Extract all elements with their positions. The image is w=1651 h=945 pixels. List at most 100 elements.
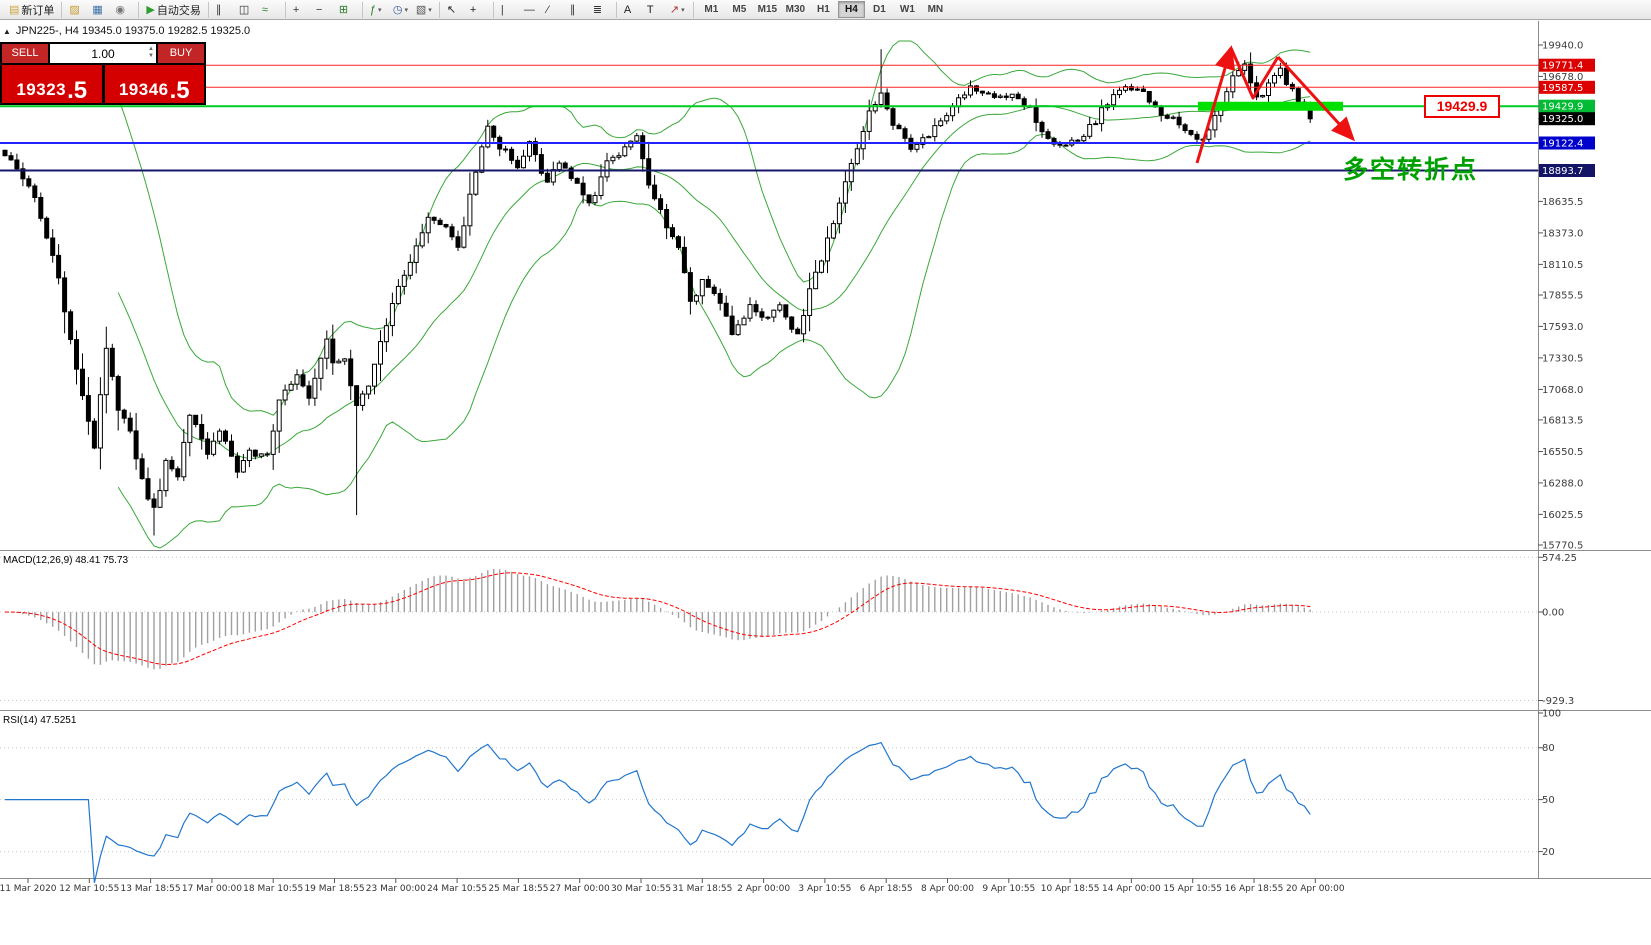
price-axis-label: 18110.5 [1542,260,1583,271]
time-axis[interactable]: 11 Mar 2020 12 Mar 10:55 13 Mar 18:55 17 Ma… [0,878,1345,895]
shapes-icon: ↗ [669,3,680,16]
vertical-line-icon[interactable]: | [498,1,520,19]
text-tool-icon[interactable]: A [621,1,643,19]
signals-icon[interactable]: ◉ [112,1,134,19]
bar-chart-type-icon[interactable]: ∥ [213,1,235,19]
time-axis-label: 12 Mar 10:55 [59,884,119,894]
new-order-button[interactable]: ▤ 新订单 [6,1,57,19]
macd-signal-line [4,572,1311,666]
macd-axis-label: 0.00 [1542,608,1564,619]
candles-layer [2,49,1313,536]
timeframe-h4[interactable]: H4 [837,1,865,18]
price-axis-label: 19771.4 [1542,61,1583,72]
trendline-icon[interactable]: ∕ [544,1,566,19]
macd-grid: 574.25 0.00 -929.3 [0,553,1577,707]
line-chart-type-icon[interactable]: ≈ [259,1,281,19]
timeframe-w1[interactable]: W1 [899,4,915,15]
macd-axis-label: -929.3 [1542,696,1574,707]
price-callout: 19429.9 [1424,95,1500,118]
volume-spinner-icon[interactable]: ▲ ▼ [148,46,154,59]
timeframe-m1[interactable]: M1 [704,4,719,15]
price-axis-chip [1539,136,1595,150]
new-order-icon: ▤ [9,3,20,16]
timeframe-group: M1 M5 M15 M30 H1 H4 D1 W1 MN [694,1,953,18]
timeframe-m30[interactable]: M30 [785,4,806,15]
price-axis-label: 17068.0 [1542,385,1583,396]
templates-icon[interactable]: ▧ ▾ [413,1,435,19]
time-axis-label: 3 Apr 10:55 [798,884,851,894]
time-axis-label: 8 Apr 00:00 [921,884,974,894]
tile-windows-icon[interactable]: ⊞ [336,1,358,19]
buy-button[interactable]: BUY [158,44,204,63]
volume-stepper[interactable]: 1.00 ▲ ▼ [50,44,156,63]
timeframe-d1[interactable]: D1 [872,4,886,15]
timeframe-h1[interactable]: H1 [816,4,830,15]
price-axis-label: 19325.0 [1542,114,1583,125]
buy-price-frac: .5 [169,77,190,104]
timeframe-mn[interactable]: MN [927,4,944,15]
time-axis-label: 17 Mar 00:00 [182,884,242,894]
chart-window-icon: ▨ [69,3,80,16]
price-axis-chip [1539,164,1595,177]
periods-icon[interactable]: ◷ ▾ [390,1,412,19]
buy-price[interactable]: 19346 .5 [104,65,204,104]
timeframe-m5[interactable]: M5 [732,4,747,15]
time-axis-label: 27 Mar 00:00 [550,884,610,894]
price-axis-label: 17593.0 [1542,322,1583,333]
time-axis-label: 6 Apr 18:55 [860,884,913,894]
shapes-icon[interactable]: ↗ ▾ [667,1,689,19]
chart-ohlc-header: ▲ JPN225-, H4 19345.0 19375.0 19282.5 19… [3,25,250,37]
indicators-icon[interactable]: ƒ ▾ [367,1,389,19]
collapse-panel-icon[interactable]: ▲ [3,26,11,36]
trade-prices-row: 19323 .5 19346 .5 [2,65,204,103]
bollinger-bands [117,40,1311,549]
horizontal-line-icon[interactable]: — [521,1,543,19]
price-axis-label: 17330.5 [1542,353,1583,364]
toolbar-group: + − ⊞ [286,1,363,19]
sell-price-main: 19323 [16,80,67,99]
cursor-icon: ↖ [446,3,457,16]
trend-arrows[interactable] [1195,45,1356,164]
autotrading-button[interactable]: ▶ 自动交易 [143,1,203,19]
sell-button[interactable]: SELL [2,44,48,63]
crosshair-icon: + [469,3,477,16]
timeframe-m15[interactable]: M15 [757,4,778,15]
tile-windows-icon: ⊞ [338,3,349,16]
channel-icon: ∥ [569,3,576,16]
horizontal-line-icon: — [523,3,535,16]
buy-price-main: 19346 [118,80,169,99]
sell-price[interactable]: 19323 .5 [2,65,102,103]
zoom-in-icon: + [292,3,300,16]
crosshair-icon[interactable]: + [467,1,489,19]
time-axis-label: 24 Mar 10:55 [427,884,487,894]
price-axis-label: 16550.5 [1542,447,1583,458]
price-axis-chip [1539,80,1595,94]
cursor-icon[interactable]: ↖ [444,1,466,19]
zoom-out-icon[interactable]: − [313,1,335,19]
rsi-axis-label: 50 [1542,795,1555,806]
macd-label: MACD(12,26,9) 48.41 75.73 [3,555,129,566]
zoom-in-icon[interactable]: + [290,1,312,19]
sell-price-frac: .5 [67,77,88,104]
symbol-ohlc-text: JPN225-, H4 19345.0 19375.0 19282.5 1932… [15,25,251,37]
fibonacci-icon[interactable]: ≣ [590,1,612,19]
rsi-axis-label: 80 [1542,743,1555,754]
chart-window-icon[interactable]: ▨ [66,1,88,19]
time-axis-label: 20 Apr 00:00 [1286,884,1345,894]
market-watch-icon: ▦ [92,3,103,16]
fibonacci-icon: ≣ [592,3,603,16]
label-tool-icon[interactable]: T [644,1,666,19]
candlestick-chart-type-icon[interactable]: ◫ [236,1,258,19]
trade-buttons-row: SELL 1.00 ▲ ▼ BUY [2,44,204,63]
time-axis-label: 13 Mar 18:55 [121,884,181,894]
market-watch-icon[interactable]: ▦ [89,1,111,19]
channel-icon[interactable]: ∥ [567,1,589,19]
price-axis-label: 19587.5 [1542,83,1583,94]
line-chart-type-icon: ≈ [261,3,268,16]
rsi-panel: 100 80 50 20 [0,709,1561,883]
time-axis-label: 15 Apr 10:55 [1163,884,1222,894]
toolbar-group: ƒ ▾ ◷ ▾ ▧ ▾ [363,1,440,19]
